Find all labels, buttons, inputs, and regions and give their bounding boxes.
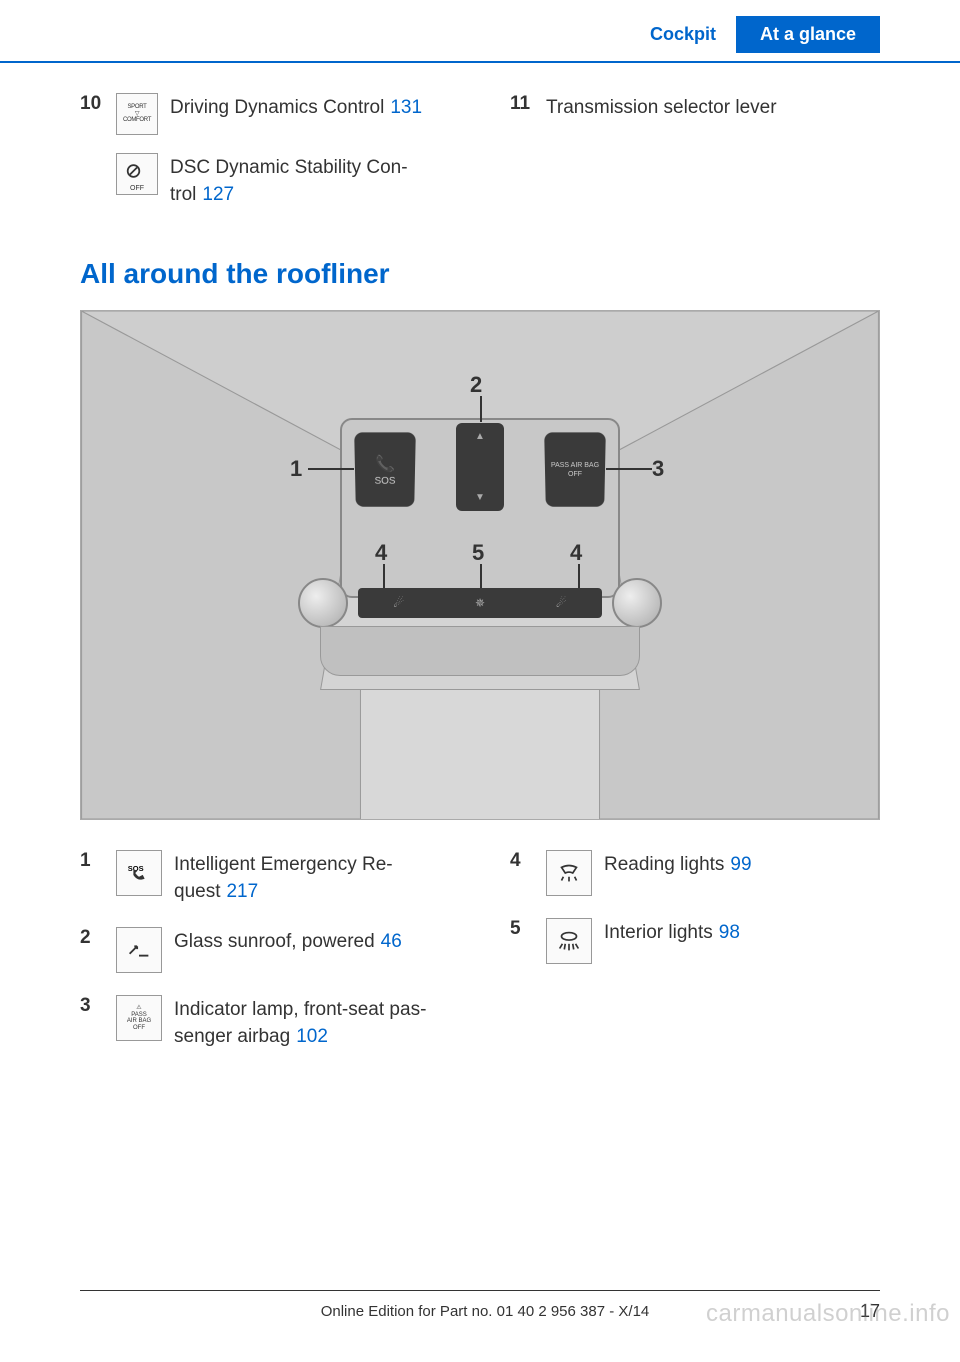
item-text: Interior lights98 <box>604 918 740 947</box>
header-section: Cockpit <box>630 16 736 53</box>
diagram-inner: SOS PASS AIR BAG OFF ☄ ✵ ☄ 1 2 3 4 4 5 <box>200 378 760 718</box>
item-number: 11 <box>510 93 534 115</box>
page-ref[interactable]: 46 <box>381 931 402 952</box>
item-text: Reading lights99 <box>604 850 752 879</box>
bottom-col-left: 1 SOS Intelligent Emergency Re‐quest217 … <box>80 850 450 1072</box>
bottom-col-right: 4 Reading lights99 5 Interior lights98 <box>510 850 880 1072</box>
page-ref[interactable]: 99 <box>730 854 751 875</box>
light-bar-graphic: ☄ ✵ ☄ <box>358 588 602 618</box>
sos-icon: SOS <box>116 850 162 896</box>
roofliner-diagram: SOS PASS AIR BAG OFF ☄ ✵ ☄ 1 2 3 4 4 5 <box>80 310 880 820</box>
base-tray-graphic <box>320 626 640 676</box>
page-ref[interactable]: 131 <box>390 97 422 118</box>
item-text: Transmission selector lever <box>546 93 777 122</box>
header-chapter: At a glance <box>736 16 880 53</box>
item-dsc: OFF DSC Dynamic Stability Con‐trol127 <box>80 153 450 208</box>
airbag-off-icon: ⚠PASSAIR BAGOFF <box>116 995 162 1041</box>
sunroof-button-graphic <box>456 423 504 511</box>
item-number: 5 <box>510 918 534 940</box>
callout-2: 2 <box>470 372 482 398</box>
watermark: carmanualsonline.info <box>706 1300 950 1328</box>
page-ref[interactable]: 98 <box>719 922 740 943</box>
section-title: All around the roofliner <box>80 258 880 290</box>
callout-line <box>308 468 354 470</box>
reading-lights-icon <box>546 850 592 896</box>
callout-4a: 4 <box>375 540 387 566</box>
page-content: 10 SPORT▽COMFORT Driving Dynamics Contro… <box>0 63 960 1093</box>
callout-line <box>578 564 580 588</box>
sport-comfort-icon: SPORT▽COMFORT <box>116 93 158 135</box>
sunroof-icon <box>116 927 162 973</box>
airbag-indicator-graphic: PASS AIR BAG OFF <box>544 433 606 507</box>
callout-line <box>383 564 385 588</box>
item-text: Indicator lamp, front-seat pas‐senger ai… <box>174 995 450 1050</box>
callout-line <box>480 564 482 588</box>
item-number: 3 <box>80 995 104 1017</box>
top-items: 10 SPORT▽COMFORT Driving Dynamics Contro… <box>80 93 880 208</box>
item-5: 5 Interior lights98 <box>510 918 880 964</box>
item-text: Driving Dynamics Control131 <box>170 93 422 122</box>
callout-3: 3 <box>652 456 664 482</box>
item-4: 4 Reading lights99 <box>510 850 880 896</box>
item-3: 3 ⚠PASSAIR BAGOFF Indicator lamp, front-… <box>80 995 450 1050</box>
item-2: 2 Glass sunroof, powered46 <box>80 927 450 973</box>
item-text: Glass sunroof, powered46 <box>174 927 402 956</box>
callout-4b: 4 <box>570 540 582 566</box>
interior-lights-icon <box>546 918 592 964</box>
bottom-items: 1 SOS Intelligent Emergency Re‐quest217 … <box>80 850 880 1072</box>
item-10: 10 SPORT▽COMFORT Driving Dynamics Contro… <box>80 93 450 135</box>
page-header: Cockpit At a glance <box>0 0 960 63</box>
item-11: 11 Transmission selector lever <box>510 93 880 122</box>
page-ref[interactable]: 127 <box>202 184 234 205</box>
page-ref[interactable]: 102 <box>296 1026 328 1047</box>
left-knob-graphic <box>298 578 348 628</box>
callout-1: 1 <box>290 456 302 482</box>
dsc-off-icon: OFF <box>116 153 158 195</box>
callout-line <box>480 396 482 422</box>
item-number: 1 <box>80 850 104 872</box>
item-text: DSC Dynamic Stability Con‐trol127 <box>170 153 450 208</box>
item-number: 2 <box>80 927 104 949</box>
callout-5: 5 <box>472 540 484 566</box>
item-number: 4 <box>510 850 534 872</box>
page-ref[interactable]: 217 <box>226 881 258 902</box>
callout-line <box>606 468 652 470</box>
item-text: Intelligent Emergency Re‐quest217 <box>174 850 450 905</box>
item-number: 10 <box>80 93 104 115</box>
right-knob-graphic <box>612 578 662 628</box>
sos-button-graphic: SOS <box>354 433 416 507</box>
item-1: 1 SOS Intelligent Emergency Re‐quest217 <box>80 850 450 905</box>
